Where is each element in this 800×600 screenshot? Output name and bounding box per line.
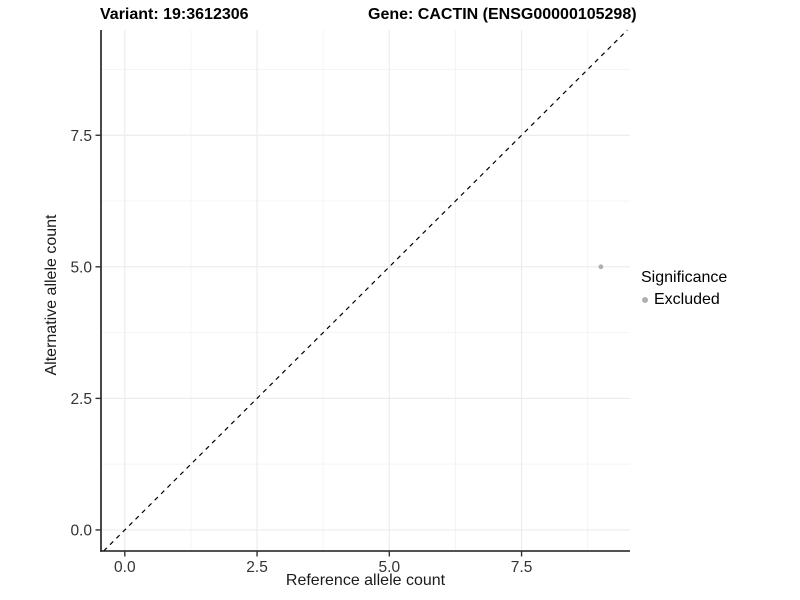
legend-entry-label: Excluded — [654, 291, 720, 308]
x-tick-label: 0.0 — [114, 559, 136, 576]
x-tick-label: 2.5 — [246, 559, 268, 576]
plot-title-variant: Variant: 19:3612306 — [100, 6, 249, 23]
plot-title-gene: Gene: CACTIN (ENSG00000105298) — [368, 6, 637, 23]
y-tick-label: 5.0 — [70, 259, 92, 276]
y-tick-label: 7.5 — [70, 128, 92, 145]
excluded-point-icon — [642, 296, 648, 303]
legend: Significance Excluded — [641, 267, 727, 310]
x-tick-label: 7.5 — [511, 559, 533, 576]
x-tick-label: 5.0 — [379, 559, 401, 576]
identity-dashed-line — [103, 29, 628, 552]
y-axis-title: Alternative allele count — [43, 214, 60, 376]
x-axis-title: Reference allele count — [285, 572, 446, 589]
legend-entry-excluded: Excluded — [641, 289, 727, 310]
y-tick-label: 0.0 — [70, 522, 92, 539]
data-point — [598, 264, 604, 270]
y-tick-label: 2.5 — [70, 391, 92, 408]
legend-title: Significance — [641, 269, 728, 286]
